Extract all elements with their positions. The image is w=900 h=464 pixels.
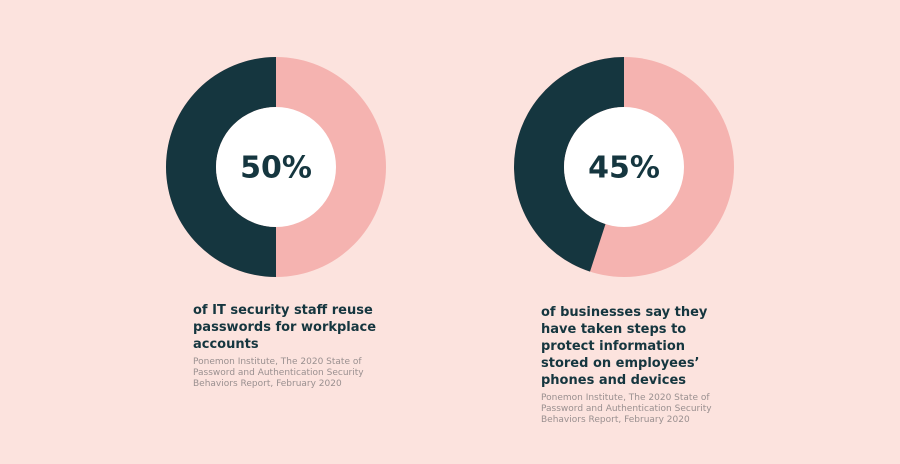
donut-hole — [564, 107, 684, 227]
source: Ponemon Institute, The 2020 State of Pas… — [193, 357, 364, 389]
source: Ponemon Institute, The 2020 State of Pas… — [541, 393, 712, 425]
value-label: 50% — [240, 151, 312, 186]
value-label: 45% — [588, 151, 660, 186]
donut-hole — [216, 107, 336, 227]
caption: of businesses say they have taken steps … — [541, 305, 708, 388]
caption: of IT security staff reuse passwords for… — [193, 303, 377, 352]
donut-segment — [513, 57, 624, 272]
donut-segment — [166, 57, 276, 277]
